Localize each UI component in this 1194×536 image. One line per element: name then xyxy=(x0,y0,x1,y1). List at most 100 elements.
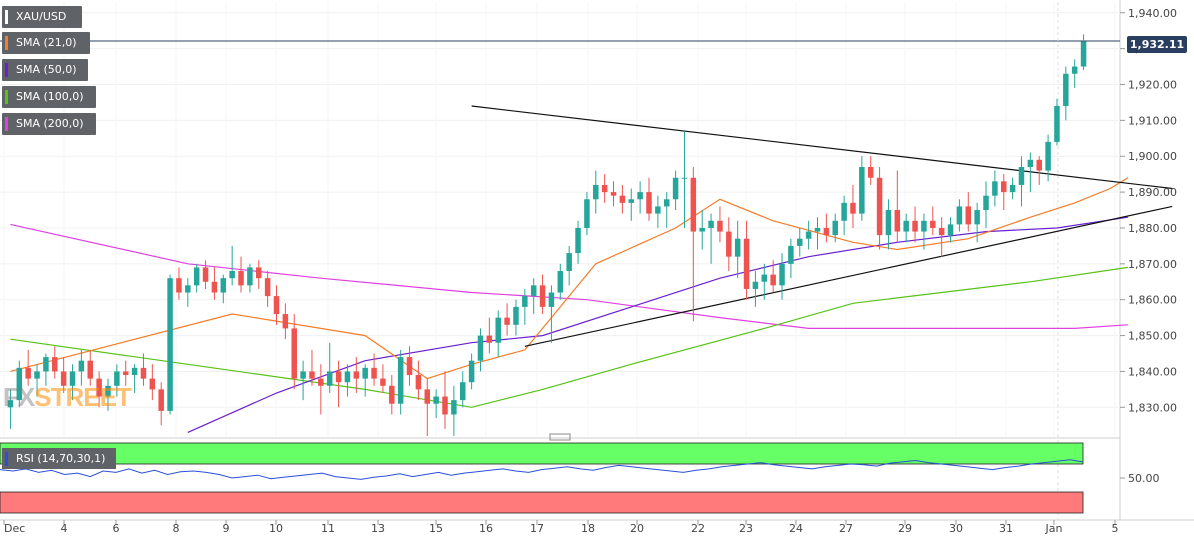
candle-body xyxy=(202,267,209,282)
candle-body xyxy=(601,184,608,193)
candle-body xyxy=(477,335,484,361)
price-tick-label: 1,920.00 xyxy=(1128,78,1177,91)
candle-body xyxy=(371,367,377,379)
candlesticks xyxy=(7,34,1087,436)
candle-body xyxy=(34,371,40,379)
candle-body xyxy=(114,371,120,386)
legend-symbol[interactable]: XAU/USD xyxy=(2,6,82,28)
symbol-swatch-icon xyxy=(5,10,8,24)
candle-body xyxy=(761,274,768,282)
candle-body xyxy=(1027,159,1034,167)
candle-body xyxy=(424,389,431,404)
candle-body xyxy=(779,263,785,286)
price-tick-label: 1,850.00 xyxy=(1128,330,1177,343)
sma-50-line xyxy=(187,216,1128,433)
time-tick-label: 24 xyxy=(789,522,803,535)
candle-body xyxy=(921,220,927,232)
candle-body xyxy=(619,195,626,203)
candle-body xyxy=(770,274,776,286)
time-tick-label: 15 xyxy=(429,522,443,535)
rsi-swatch-icon xyxy=(5,452,8,466)
candle-body xyxy=(539,285,546,307)
candle-body xyxy=(1080,41,1087,67)
time-axis: Dec 4 6 8 9 10 11 13 15 16 17 18 20 22 23 24 27 29 30 31 Jan… xyxy=(3,520,1119,535)
legend-sma-50[interactable]: SMA (50,0) xyxy=(2,59,88,81)
candle-body xyxy=(451,400,457,415)
resize-handle-icon[interactable] xyxy=(549,433,571,441)
candle-body xyxy=(318,378,324,386)
candle-body xyxy=(486,335,493,343)
candle-body xyxy=(442,396,448,415)
candle-body xyxy=(708,220,714,228)
candle-body xyxy=(743,238,750,289)
candle-body xyxy=(841,202,847,221)
candle-body xyxy=(885,210,892,236)
candle-body xyxy=(566,253,572,272)
candle-body xyxy=(185,285,191,293)
candle-body xyxy=(1000,181,1007,193)
candle-body xyxy=(122,371,129,376)
price-tick-label: 1,890.00 xyxy=(1128,186,1177,199)
candle-body xyxy=(850,202,856,214)
candle-body xyxy=(672,177,679,200)
candle-body xyxy=(859,166,865,214)
legend-sma-21[interactable]: SMA (21,0) xyxy=(2,32,90,54)
time-tick-label: 31 xyxy=(999,522,1013,535)
candle-body xyxy=(1045,141,1051,171)
sma-200-line xyxy=(10,223,1128,329)
candle-body xyxy=(495,317,501,343)
candle-body xyxy=(965,206,972,225)
candle-body xyxy=(912,220,918,232)
candle-body xyxy=(380,378,386,386)
candle-body xyxy=(282,314,289,329)
candle-body xyxy=(717,220,723,232)
candle-body xyxy=(1063,73,1069,107)
candle-body xyxy=(690,177,697,232)
legend-sma-100[interactable]: SMA (100,0) xyxy=(2,86,96,108)
candle-body xyxy=(974,210,980,225)
candle-body xyxy=(1009,184,1016,193)
resistance-trendline xyxy=(471,105,1173,190)
fxstreet-watermark: FXSTREET xyxy=(3,382,132,412)
candle-body xyxy=(167,278,173,411)
candle-body xyxy=(389,385,395,404)
candle-body xyxy=(264,278,271,297)
time-tick-label: 22 xyxy=(691,522,705,535)
candle-body xyxy=(220,278,227,293)
time-tick-label: Dec xyxy=(4,522,25,535)
candle-body xyxy=(238,271,244,286)
time-tick-label: 29 xyxy=(898,522,912,535)
candle-body xyxy=(788,245,794,264)
candle-body xyxy=(956,206,963,225)
price-tick-label: 1,870.00 xyxy=(1128,258,1177,271)
time-tick-label: 11 xyxy=(321,522,335,535)
price-tick-label: 1,860.00 xyxy=(1128,294,1177,307)
time-tick-label: 27 xyxy=(839,522,853,535)
candle-body xyxy=(628,199,635,203)
candle-body xyxy=(335,371,342,383)
candle-body xyxy=(176,278,182,293)
candle-body xyxy=(326,371,333,386)
candle-body xyxy=(983,195,989,211)
candle-body xyxy=(938,227,945,236)
time-tick-label: 13 xyxy=(371,522,385,535)
candle-body xyxy=(406,357,413,376)
candle-body xyxy=(894,210,901,232)
legend-rsi[interactable]: RSI (14,70,30,1) xyxy=(2,448,116,469)
candle-body xyxy=(637,192,643,200)
candle-body xyxy=(513,306,519,325)
candle-body xyxy=(584,199,590,228)
candle-body xyxy=(16,367,23,401)
legend-sma-200[interactable]: SMA (200,0) xyxy=(2,113,96,135)
time-tick-label: 30 xyxy=(949,522,963,535)
time-tick-label: 4 xyxy=(61,522,68,535)
candle-body xyxy=(309,371,315,379)
candle-body xyxy=(96,378,102,397)
sma-200-swatch-icon xyxy=(5,117,8,131)
candle-body xyxy=(823,227,830,236)
candle-body xyxy=(397,357,404,404)
candle-body xyxy=(193,267,200,286)
candle-body xyxy=(78,360,85,372)
candle-body xyxy=(247,267,253,286)
